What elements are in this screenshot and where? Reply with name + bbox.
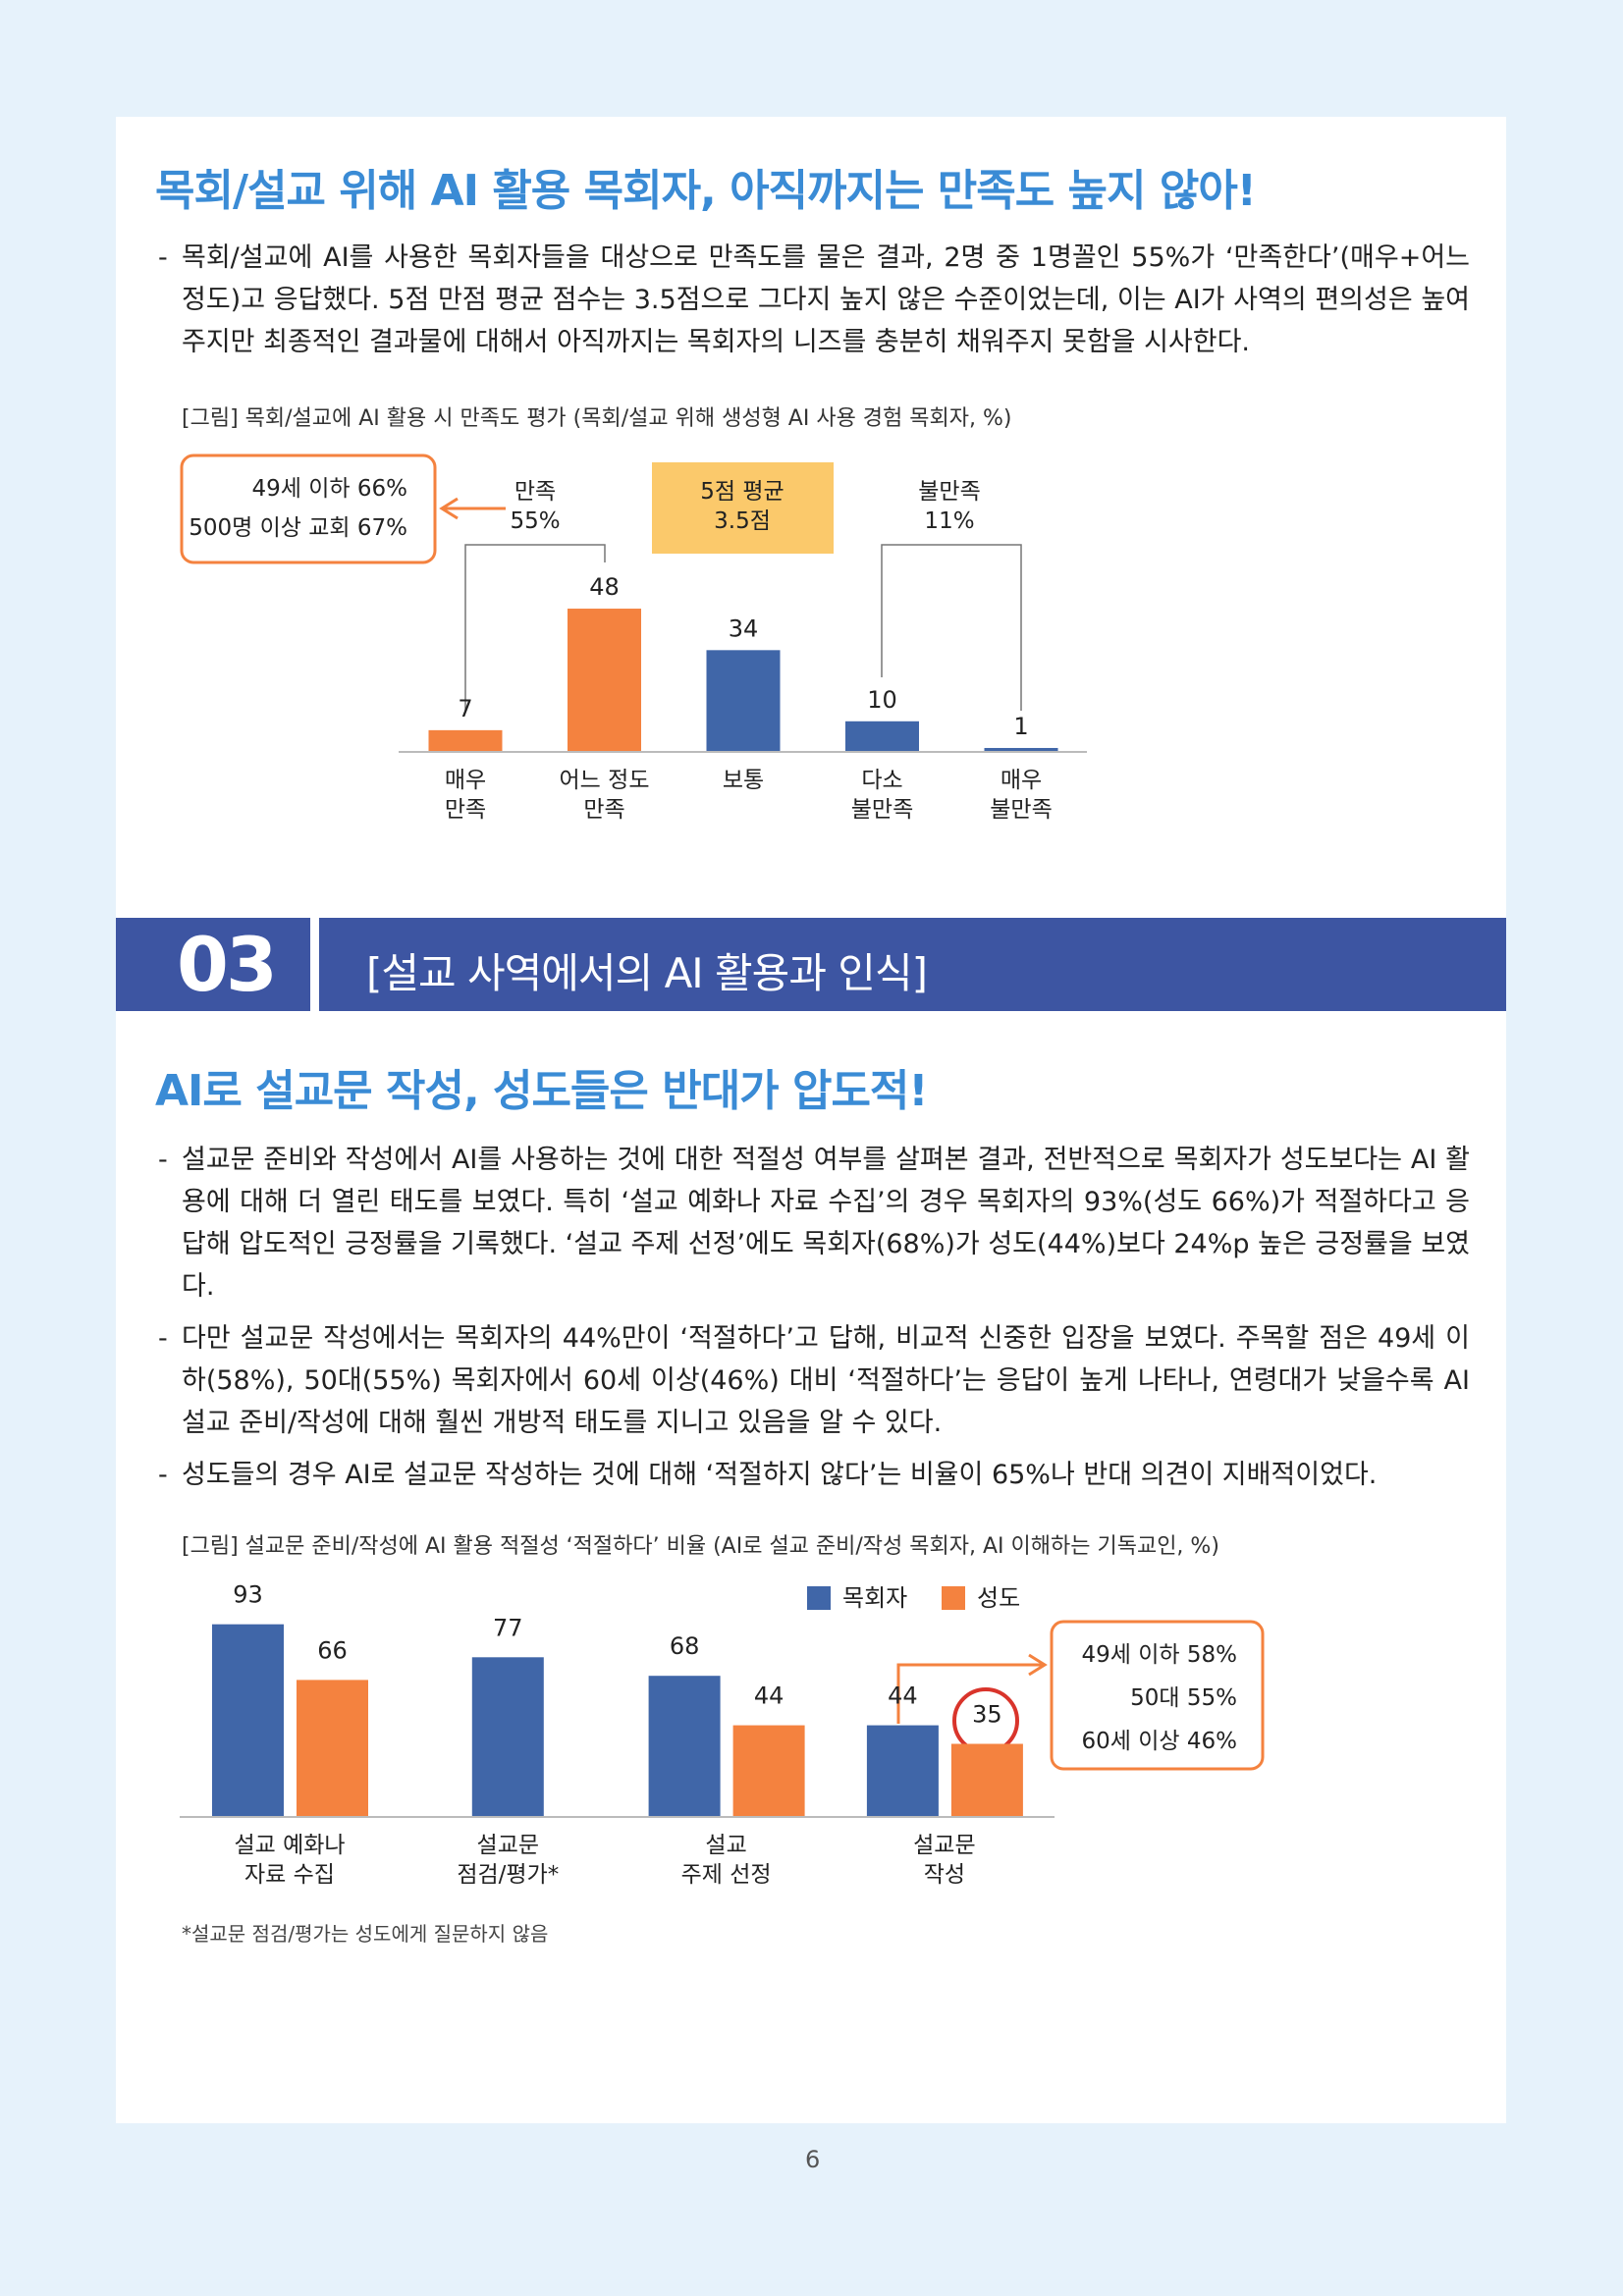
- data-label: 34: [729, 614, 759, 642]
- annotation: 5점 평균 3.5점: [700, 479, 784, 534]
- average-box: [652, 462, 834, 554]
- x-tick-label: 설교 예화나 자료 수집: [234, 1833, 346, 1888]
- figure-caption: [그림] 설교문 준비/작성에 AI 활용 적절성 ‘적절하다’ 비율 (AI로…: [182, 1534, 1219, 1559]
- arrow: [439, 497, 506, 520]
- bullet: 성도들의 경우 AI로 설교문 작성하는 것에 대해 ‘적절하지 않다’는 비율…: [158, 1454, 1470, 1496]
- callout-text: 49세 이하 58% 50대 55% 60세 이상 46%: [1081, 1642, 1238, 1754]
- bar: [568, 609, 641, 751]
- bar: [706, 650, 781, 751]
- bar: [428, 729, 503, 751]
- annotation: 불만족 11%: [918, 479, 981, 534]
- bar: [471, 1657, 544, 1816]
- bar: [297, 1680, 368, 1816]
- legend-swatch: [807, 1586, 831, 1610]
- bullet: 설교문 준비와 작성에서 AI를 사용하는 것에 대한 적절성 여부를 살펴본 …: [158, 1139, 1470, 1308]
- data-label: 1: [1013, 713, 1028, 740]
- section-title: AI로 설교문 작성, 성도들은 반대가 압도적!: [155, 1066, 928, 1116]
- x-tick-label: 설교문 작성: [913, 1833, 976, 1888]
- page-number: 6: [805, 2146, 821, 2173]
- legend-label: 성도: [977, 1584, 1020, 1612]
- x-tick-label: 설교문 점검/평가*: [457, 1833, 560, 1888]
- data-label: 77: [493, 1614, 523, 1641]
- footnote: *설교문 점검/평가는 성도에게 질문하지 않음: [182, 1922, 549, 1946]
- data-label: 35: [972, 1701, 1002, 1729]
- bar: [866, 1725, 939, 1816]
- data-label: 10: [867, 686, 897, 714]
- bullet-list: 목회/설교에 AI를 사용한 목회자들을 대상으로 만족도를 물은 결과, 2명…: [158, 237, 1470, 363]
- bullet: 다만 설교문 작성에서는 목회자의 44%만이 ‘적절하다’고 답해, 비교적 …: [158, 1317, 1470, 1444]
- callout-box: [180, 454, 437, 564]
- x-tick-label: 설교 주제 선정: [680, 1833, 772, 1888]
- callout-box: [1050, 1620, 1265, 1771]
- data-label: 44: [754, 1682, 784, 1710]
- section-band: [116, 918, 1506, 1011]
- x-tick-label: 보통: [722, 768, 765, 793]
- legend-label: 목회자: [842, 1584, 907, 1612]
- bracket: [464, 544, 606, 712]
- x-tick-label: 어느 정도 만족: [559, 768, 650, 823]
- data-label: 48: [589, 573, 620, 601]
- bar: [984, 747, 1058, 751]
- section-title: 목회/설교 위해 AI 활용 목회자, 아직까지는 만족도 높지 않아!: [155, 166, 1257, 216]
- section-divider: [310, 918, 319, 1011]
- arrow: [896, 1653, 1048, 1724]
- data-label: 44: [888, 1682, 918, 1710]
- bar: [732, 1725, 805, 1816]
- data-label: 7: [458, 695, 472, 722]
- bar: [648, 1676, 721, 1816]
- data-label: 66: [317, 1636, 348, 1664]
- data-label: 68: [670, 1632, 700, 1660]
- bar: [212, 1624, 284, 1816]
- callout-text: 49세 이하 66% 500명 이상 교회 67%: [189, 476, 407, 541]
- legend-swatch: [942, 1586, 965, 1610]
- section-number: 03: [177, 921, 278, 1008]
- bar: [950, 1743, 1023, 1816]
- figure-caption: [그림] 목회/설교에 AI 활용 시 만족도 평가 (목회/설교 위해 생성형…: [182, 406, 1012, 431]
- bullet: 목회/설교에 AI를 사용한 목회자들을 대상으로 만족도를 물은 결과, 2명…: [158, 237, 1470, 363]
- section-heading: [설교 사역에서의 AI 활용과 인식]: [366, 949, 928, 997]
- bullet-list: 설교문 준비와 작성에서 AI를 사용하는 것에 대한 적절성 여부를 살펴본 …: [158, 1139, 1470, 1496]
- x-tick-label: 다소 불만족: [850, 768, 914, 823]
- data-label: 93: [233, 1581, 263, 1609]
- x-tick-label: 매우 만족: [444, 768, 487, 823]
- bracket: [881, 544, 1022, 711]
- annotation: 만족 55%: [510, 479, 561, 534]
- x-tick-label: 매우 불만족: [990, 768, 1053, 823]
- bar: [845, 721, 919, 751]
